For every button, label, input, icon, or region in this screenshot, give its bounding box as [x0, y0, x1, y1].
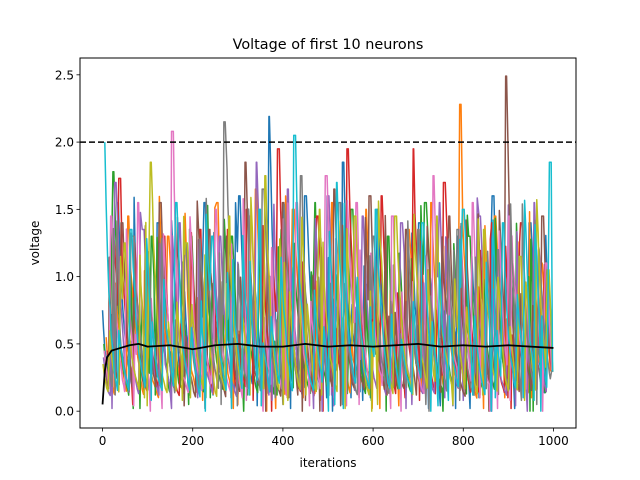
x-tick-label: 0 — [99, 434, 107, 448]
x-tick-label: 400 — [271, 434, 294, 448]
y-tick-label: 2.0 — [55, 136, 74, 150]
x-tick-label: 600 — [362, 434, 385, 448]
x-axis-label: iterations — [300, 456, 357, 470]
series-line-7 — [103, 130, 554, 412]
y-tick-label: 1.0 — [55, 270, 74, 284]
x-tick-label: 800 — [452, 434, 475, 448]
axes-frame — [79, 57, 577, 429]
y-tick-label: 0.5 — [55, 337, 74, 351]
series-line-10 — [104, 134, 554, 412]
x-axis: 0 200 400 600 800 1000 — [99, 428, 569, 448]
x-tick-label: 200 — [181, 434, 204, 448]
reference-layer — [80, 141, 576, 405]
y-tick-label: 0.0 — [55, 405, 74, 419]
y-tick-label: 1.5 — [55, 203, 74, 217]
x-tick-label: 1000 — [538, 434, 569, 448]
y-tick-label: 2.5 — [55, 68, 74, 82]
y-axis: 0.0 0.5 1.0 1.5 2.0 2.5 — [55, 68, 80, 419]
plot-area — [101, 75, 554, 412]
y-axis-label: voltage — [28, 221, 42, 266]
chart-title: Voltage of first 10 neurons — [233, 37, 424, 53]
mean-voltage-line — [101, 343, 554, 405]
